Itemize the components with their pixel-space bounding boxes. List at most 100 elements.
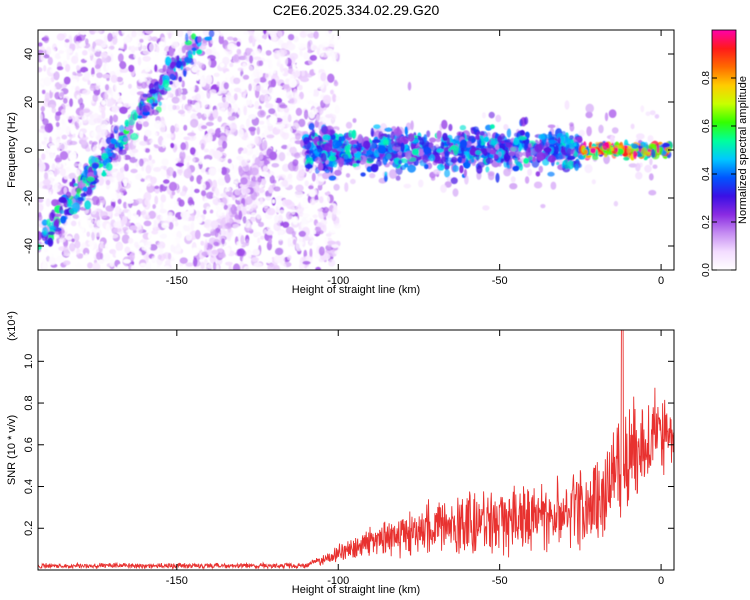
noise-blob: [604, 112, 609, 122]
noise-blob: [301, 70, 305, 77]
noise-blob: [54, 187, 58, 194]
trace-blob: [151, 109, 160, 116]
trace-blob: [77, 197, 84, 202]
noise-blob: [56, 255, 65, 263]
noise-blob: [287, 114, 292, 123]
noise-blob: [114, 180, 119, 191]
noise-blob: [503, 168, 511, 177]
noise-blob: [126, 229, 134, 234]
noise-blob: [279, 255, 285, 266]
noise-blob: [166, 211, 174, 218]
noise-blob: [104, 84, 110, 91]
noise-blob: [314, 226, 322, 232]
band-blob: [661, 150, 667, 156]
noise-blob: [209, 160, 218, 165]
noise-blob: [142, 121, 149, 128]
band-blob: [535, 171, 541, 177]
band-blob: [523, 157, 530, 164]
noise-blob: [652, 164, 658, 169]
noise-blob: [203, 108, 211, 118]
noise-blob: [127, 210, 132, 220]
noise-blob: [91, 131, 98, 137]
trace-blob: [239, 183, 247, 188]
noise-blob: [324, 236, 329, 245]
noise-blob: [193, 188, 200, 194]
noise-blob: [217, 116, 222, 123]
band-blob: [513, 137, 520, 146]
trace-blob: [245, 196, 253, 205]
noise-blob: [237, 67, 244, 72]
noise-blob: [151, 255, 158, 262]
noise-blob: [219, 62, 225, 68]
noise-blob: [322, 46, 330, 52]
noise-blob: [233, 87, 242, 93]
noise-blob: [261, 89, 269, 94]
noise-blob: [180, 142, 187, 151]
noise-blob: [311, 96, 319, 102]
noise-blob: [482, 112, 486, 119]
noise-blob: [328, 259, 336, 267]
trace-blob: [229, 217, 233, 223]
noise-blob: [110, 174, 116, 184]
noise-blob: [115, 241, 124, 252]
noise-blob: [649, 110, 656, 116]
noise-blob: [177, 109, 186, 115]
noise-blob: [288, 78, 297, 88]
noise-blob: [205, 48, 213, 55]
x-tick-label: -150: [166, 575, 188, 587]
noise-blob: [253, 78, 261, 83]
band-blob: [508, 160, 513, 166]
noise-blob: [105, 223, 110, 232]
noise-blob: [129, 252, 135, 261]
trace-blob: [258, 151, 264, 161]
noise-blob: [196, 61, 201, 66]
noise-blob: [216, 81, 220, 88]
trace-blob: [236, 205, 241, 212]
noise-blob: [170, 41, 179, 49]
noise-blob: [212, 109, 219, 119]
noise-blob: [109, 233, 119, 239]
band-blob: [330, 134, 336, 141]
noise-blob: [278, 152, 286, 162]
band-blob: [441, 119, 448, 130]
band-blob: [343, 153, 349, 160]
noise-blob: [87, 80, 91, 86]
noise-blob: [54, 157, 62, 163]
trace-blob: [137, 115, 143, 119]
noise-blob: [197, 216, 203, 224]
noise-blob: [249, 99, 253, 107]
noise-blob: [52, 43, 57, 51]
noise-blob: [269, 30, 278, 35]
noise-blob: [69, 98, 74, 107]
noise-blob: [56, 100, 62, 108]
band-blob: [348, 140, 357, 145]
band-blob: [355, 159, 361, 164]
noise-blob: [137, 56, 142, 66]
noise-blob: [151, 36, 159, 42]
noise-blob: [148, 154, 152, 161]
noise-blob: [131, 148, 139, 153]
noise-blob: [191, 157, 196, 163]
noise-blob: [77, 262, 81, 269]
noise-blob: [158, 266, 168, 270]
trace-blob: [110, 138, 117, 145]
band-blob: [542, 152, 549, 158]
noise-blob: [94, 45, 103, 52]
noise-blob: [38, 214, 43, 221]
band-blob: [448, 123, 453, 132]
noise-blob: [233, 54, 240, 63]
band-blob: [357, 134, 363, 144]
noise-blob: [254, 100, 260, 110]
noise-blob: [311, 172, 316, 182]
noise-blob: [236, 41, 241, 47]
noise-blob: [124, 163, 129, 172]
noise-blob: [292, 159, 299, 167]
noise-blob: [243, 132, 248, 139]
noise-blob: [281, 67, 289, 77]
noise-blob: [309, 248, 313, 258]
colorbar-tick-label: 0.6: [701, 119, 712, 133]
noise-blob: [84, 56, 91, 61]
noise-blob: [274, 97, 283, 104]
noise-blob: [79, 30, 87, 35]
noise-blob: [201, 190, 207, 197]
